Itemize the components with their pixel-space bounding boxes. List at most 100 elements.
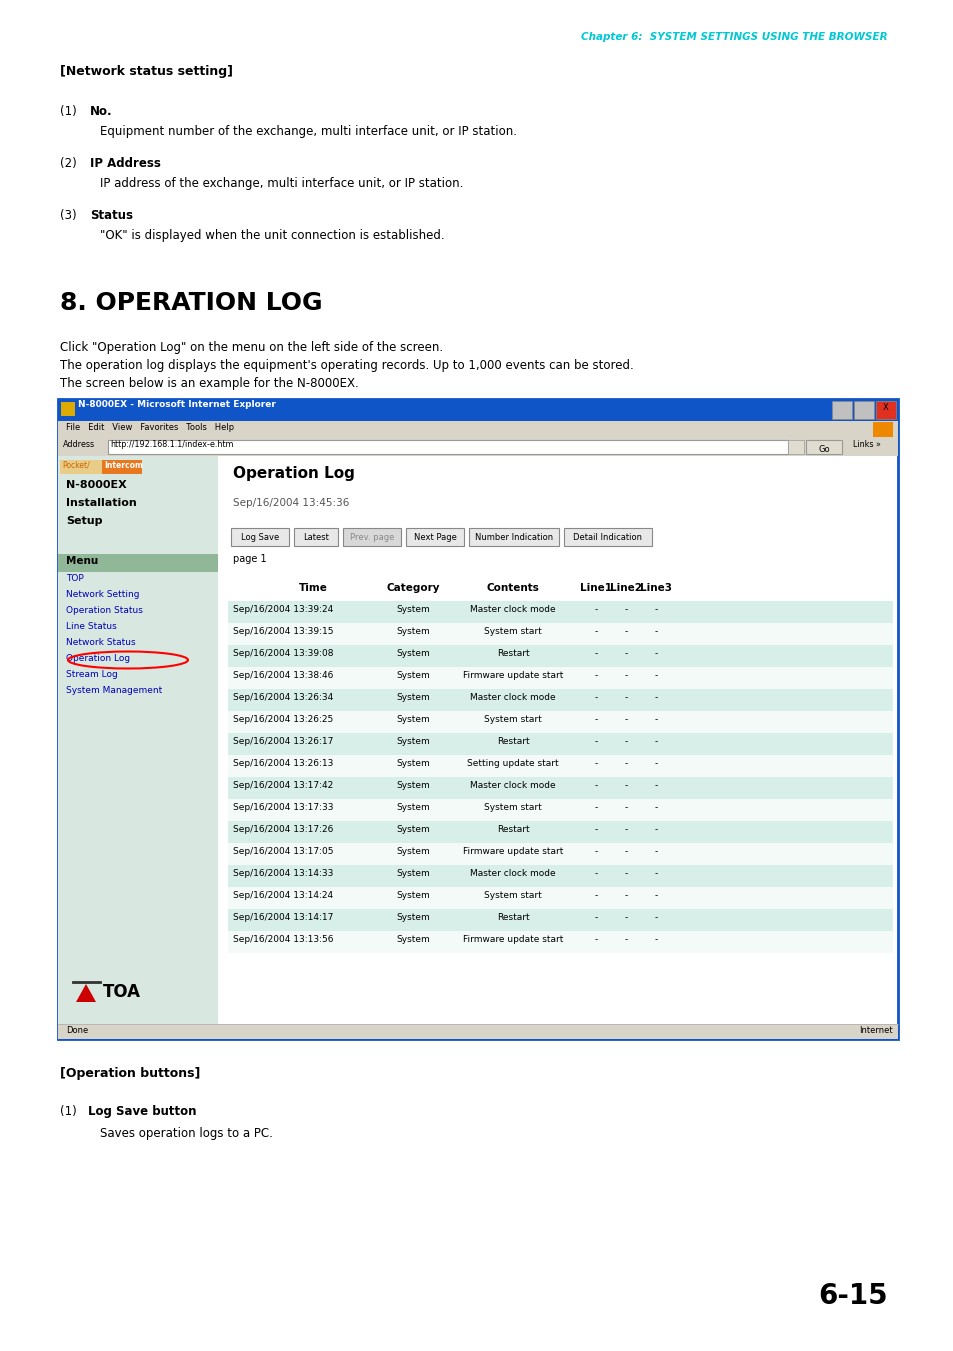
Bar <box>406 528 463 546</box>
Text: -: - <box>623 605 627 613</box>
Text: -: - <box>594 627 597 636</box>
Bar <box>228 644 892 667</box>
Bar <box>228 843 892 865</box>
Bar <box>58 1024 897 1039</box>
Text: -: - <box>623 781 627 790</box>
Bar <box>228 931 892 952</box>
Text: -: - <box>623 869 627 878</box>
Text: IP address of the exchange, multi interface unit, or IP station.: IP address of the exchange, multi interf… <box>100 177 463 190</box>
Bar <box>61 403 75 416</box>
Text: -: - <box>623 913 627 921</box>
Text: File   Edit   View   Favorites   Tools   Help: File Edit View Favorites Tools Help <box>66 423 233 432</box>
Bar <box>228 734 892 755</box>
Bar <box>563 528 651 546</box>
Text: -: - <box>594 738 597 746</box>
Bar <box>58 399 897 1039</box>
Text: Internet: Internet <box>859 1025 892 1035</box>
Bar <box>108 440 787 454</box>
Text: (3): (3) <box>60 209 76 222</box>
Bar <box>853 401 873 419</box>
Text: [Network status setting]: [Network status setting] <box>60 65 233 78</box>
Text: Sep/16/2004 13:14:17: Sep/16/2004 13:14:17 <box>233 913 333 921</box>
Text: -: - <box>654 693 657 703</box>
Text: (1): (1) <box>60 1105 76 1119</box>
Text: Restart: Restart <box>497 738 529 746</box>
Text: Setting update start: Setting update start <box>467 759 558 767</box>
Text: System: System <box>395 935 430 944</box>
Text: Sep/16/2004 13:17:42: Sep/16/2004 13:17:42 <box>233 781 333 790</box>
Text: Line2: Line2 <box>609 584 641 593</box>
Text: -: - <box>654 627 657 636</box>
Text: Sep/16/2004 13:14:24: Sep/16/2004 13:14:24 <box>233 892 333 900</box>
Text: System: System <box>395 648 430 658</box>
Bar <box>58 554 218 571</box>
Text: Sep/16/2004 13:38:46: Sep/16/2004 13:38:46 <box>233 671 333 680</box>
Text: N-8000EX - Microsoft Internet Explorer: N-8000EX - Microsoft Internet Explorer <box>78 400 275 409</box>
Text: -: - <box>594 847 597 857</box>
Bar <box>228 909 892 931</box>
Bar <box>228 601 892 623</box>
Text: Firmware update start: Firmware update start <box>462 671 562 680</box>
Text: 8. OPERATION LOG: 8. OPERATION LOG <box>60 290 322 315</box>
Text: Sep/16/2004 13:39:15: Sep/16/2004 13:39:15 <box>233 627 334 636</box>
Text: -: - <box>654 648 657 658</box>
Text: The operation log displays the equipment's operating records. Up to 1,000 events: The operation log displays the equipment… <box>60 359 633 372</box>
Text: -: - <box>654 892 657 900</box>
Text: Line3: Line3 <box>639 584 671 593</box>
Bar <box>805 440 841 454</box>
Text: System start: System start <box>483 892 541 900</box>
Text: Log Save button: Log Save button <box>88 1105 196 1119</box>
Text: Sep/16/2004 13:13:56: Sep/16/2004 13:13:56 <box>233 935 334 944</box>
Text: -: - <box>594 913 597 921</box>
Text: -: - <box>594 892 597 900</box>
Text: Pocket/: Pocket/ <box>62 461 90 470</box>
Text: Next Page: Next Page <box>414 532 456 542</box>
Bar <box>231 528 289 546</box>
Bar <box>228 798 892 821</box>
Text: -: - <box>623 738 627 746</box>
Text: -: - <box>594 648 597 658</box>
Text: Done: Done <box>66 1025 89 1035</box>
Bar <box>58 422 897 438</box>
Text: (2): (2) <box>60 157 76 170</box>
Text: System start: System start <box>483 715 541 724</box>
Text: Contents: Contents <box>486 584 538 593</box>
Text: Prev. page: Prev. page <box>350 532 394 542</box>
Bar <box>63 971 213 1016</box>
Text: System: System <box>395 715 430 724</box>
Text: -: - <box>623 693 627 703</box>
Text: System: System <box>395 759 430 767</box>
Bar <box>875 401 895 419</box>
Text: TOP: TOP <box>66 574 84 584</box>
Text: System: System <box>395 869 430 878</box>
Bar <box>228 755 892 777</box>
Text: Log Save: Log Save <box>240 532 279 542</box>
Text: (1): (1) <box>60 105 76 118</box>
Text: Sep/16/2004 13:17:33: Sep/16/2004 13:17:33 <box>233 802 334 812</box>
Text: -: - <box>654 671 657 680</box>
Text: Sep/16/2004 13:26:34: Sep/16/2004 13:26:34 <box>233 693 333 703</box>
Text: -: - <box>654 715 657 724</box>
Text: Master clock mode: Master clock mode <box>470 869 556 878</box>
Text: Master clock mode: Master clock mode <box>470 781 556 790</box>
Text: http://192.168.1.1/index-e.htm: http://192.168.1.1/index-e.htm <box>110 440 233 449</box>
Text: Stream Log: Stream Log <box>66 670 117 680</box>
Text: Links »: Links » <box>852 440 880 449</box>
Bar <box>58 457 218 1039</box>
Text: System: System <box>395 847 430 857</box>
Text: Firmware update start: Firmware update start <box>462 847 562 857</box>
Bar <box>228 821 892 843</box>
Text: -: - <box>594 781 597 790</box>
Text: Operation Status: Operation Status <box>66 607 143 615</box>
Text: System: System <box>395 892 430 900</box>
Text: Firmware update start: Firmware update start <box>462 935 562 944</box>
Text: -: - <box>623 802 627 812</box>
Bar <box>228 667 892 689</box>
Bar <box>872 422 892 436</box>
Text: -: - <box>623 648 627 658</box>
Text: Line Status: Line Status <box>66 621 116 631</box>
Bar <box>469 528 558 546</box>
Text: Latest: Latest <box>303 532 329 542</box>
Text: System: System <box>395 605 430 613</box>
Text: Time: Time <box>298 584 327 593</box>
